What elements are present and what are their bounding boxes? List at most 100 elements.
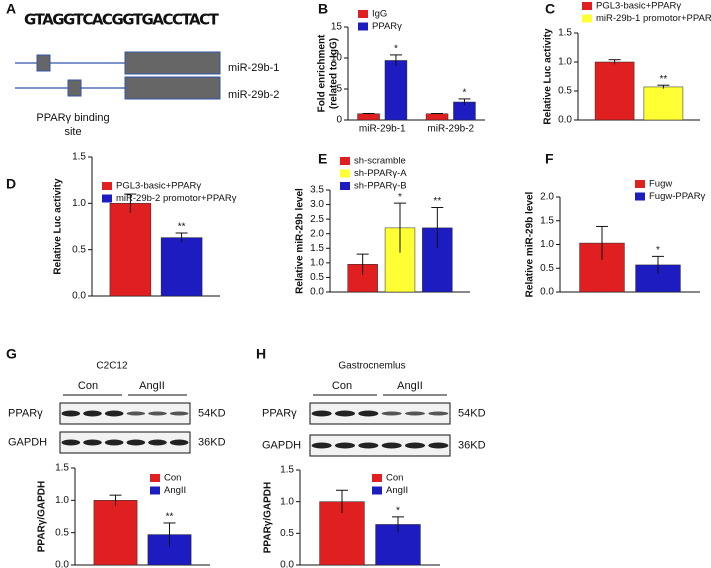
- panel-label: H: [256, 346, 266, 362]
- legend-label: Fugw: [649, 179, 672, 190]
- y-tick-label: 0.5: [55, 527, 69, 538]
- blot-row: [59, 402, 191, 425]
- gene-label: miR-29b-2: [228, 89, 279, 101]
- panel-label: F: [545, 151, 554, 167]
- panel-label: G: [6, 346, 17, 362]
- y-tick-label: 0.0: [558, 115, 572, 126]
- size-label: 36KD: [198, 436, 226, 448]
- y-axis-label: Relative miR-29b level: [295, 188, 306, 294]
- blot-title: C2C12: [96, 361, 128, 372]
- blot-band: [358, 410, 379, 417]
- y-tick-label: 2.0: [540, 192, 554, 203]
- y-tick-label: 1.5: [55, 463, 69, 474]
- site-label: PPARγ binding: [36, 112, 109, 124]
- y-tick-label: 1.0: [540, 239, 554, 250]
- y-tick-label: 0.5: [280, 528, 294, 539]
- panel-label: B: [318, 1, 328, 17]
- bar: [160, 237, 203, 297]
- group-label: Con: [78, 380, 98, 392]
- bar: [93, 500, 138, 566]
- legend-swatch: [582, 2, 592, 10]
- legend-swatch: [635, 180, 645, 188]
- legend-swatch: [358, 22, 368, 31]
- blot-band: [311, 442, 332, 449]
- blot-band: [104, 439, 124, 446]
- y-tick-label: 2.5: [310, 214, 324, 225]
- blot-band: [61, 410, 81, 417]
- blot-band: [358, 442, 379, 449]
- blot-title: Gastrocnemlus: [338, 361, 405, 372]
- legend-label: sh-PPARγ-B: [354, 181, 407, 192]
- legend-swatch: [102, 194, 112, 203]
- y-tick-label: 1.0: [558, 57, 572, 68]
- blot-band: [381, 442, 402, 449]
- protein-label: PPARγ: [262, 407, 297, 419]
- y-tick-label: 0.0: [55, 560, 69, 568]
- site-box: [67, 79, 82, 97]
- size-label: 54KD: [458, 407, 486, 419]
- legend-label: miR-29b-2 promotor+PPARγ: [116, 193, 237, 204]
- blot-band: [428, 442, 449, 449]
- y-tick-label: 0.5: [540, 263, 554, 274]
- y-tick-label: 15: [331, 22, 343, 33]
- legend-swatch: [340, 182, 350, 190]
- y-axis-label: PPARγ/GAPDH: [37, 481, 48, 553]
- site-label: site: [64, 126, 81, 138]
- y-tick-label: 1.0: [310, 257, 324, 268]
- gene-box: [124, 51, 221, 75]
- y-tick-label: 0.0: [540, 287, 554, 298]
- y-axis-label: Relative miR-29b level: [525, 191, 536, 297]
- group-label: AngII: [139, 380, 165, 392]
- blot-band: [405, 411, 425, 416]
- bar: [109, 203, 152, 297]
- y-axis-label: PPARγ/GAPDH: [263, 482, 274, 554]
- y-axis-label: (related to IgG): [329, 38, 340, 109]
- y-tick-label: 1.5: [72, 152, 86, 163]
- gene-label: miR-29b-1: [228, 62, 279, 74]
- bar: [643, 86, 684, 121]
- significance: **: [660, 74, 668, 85]
- legend-swatch: [582, 14, 592, 23]
- legend-label: PGL3-basic+PPARγ: [116, 181, 201, 192]
- legend-label: miR-29b-1 promotor+PPARγ: [596, 13, 711, 24]
- significance: *: [656, 245, 660, 256]
- y-tick-label: 1.5: [558, 28, 572, 39]
- legend-label: PGL3-basic+PPARγ: [596, 1, 681, 12]
- blot-band: [126, 411, 146, 416]
- panel-label: C: [545, 1, 555, 17]
- size-label: 36KD: [458, 439, 486, 451]
- legend-label: Con: [386, 473, 403, 484]
- significance: **: [166, 512, 174, 523]
- blot-band: [311, 410, 332, 417]
- significance: *: [396, 506, 400, 517]
- legend-label: PPARγ: [372, 21, 402, 32]
- y-tick-label: 1.0: [55, 495, 69, 506]
- blot-band: [169, 439, 189, 446]
- y-tick-label: 0.0: [72, 291, 86, 302]
- blot-band: [83, 410, 102, 417]
- significance: **: [178, 222, 186, 233]
- legend-label: AngII: [164, 485, 186, 496]
- y-tick-label: 0.5: [558, 86, 572, 97]
- legend-swatch: [372, 486, 382, 495]
- y-tick-label: 1.0: [72, 198, 86, 209]
- legend-swatch: [340, 157, 350, 165]
- legend-label: AngII: [386, 485, 408, 496]
- y-tick-label: 0.0: [310, 287, 324, 298]
- blot-band: [405, 442, 425, 449]
- protein-label: GAPDH: [262, 439, 301, 451]
- y-axis-label: Relative Luc activity: [543, 28, 554, 125]
- legend-swatch: [340, 169, 350, 178]
- x-tick-label: miR-29b-2: [427, 124, 474, 135]
- y-axis-label: Fold enrichment: [317, 34, 328, 112]
- protein-label: PPARγ: [8, 407, 43, 419]
- panel-label: D: [6, 176, 16, 192]
- blot-row: [309, 434, 451, 457]
- significance: *: [394, 44, 398, 55]
- bar: [594, 61, 635, 121]
- legend-label: sh-PPARγ-A: [354, 168, 407, 179]
- legend-label: Con: [164, 473, 181, 484]
- y-tick-label: 1.0: [280, 496, 294, 507]
- panel-label: A: [6, 1, 16, 17]
